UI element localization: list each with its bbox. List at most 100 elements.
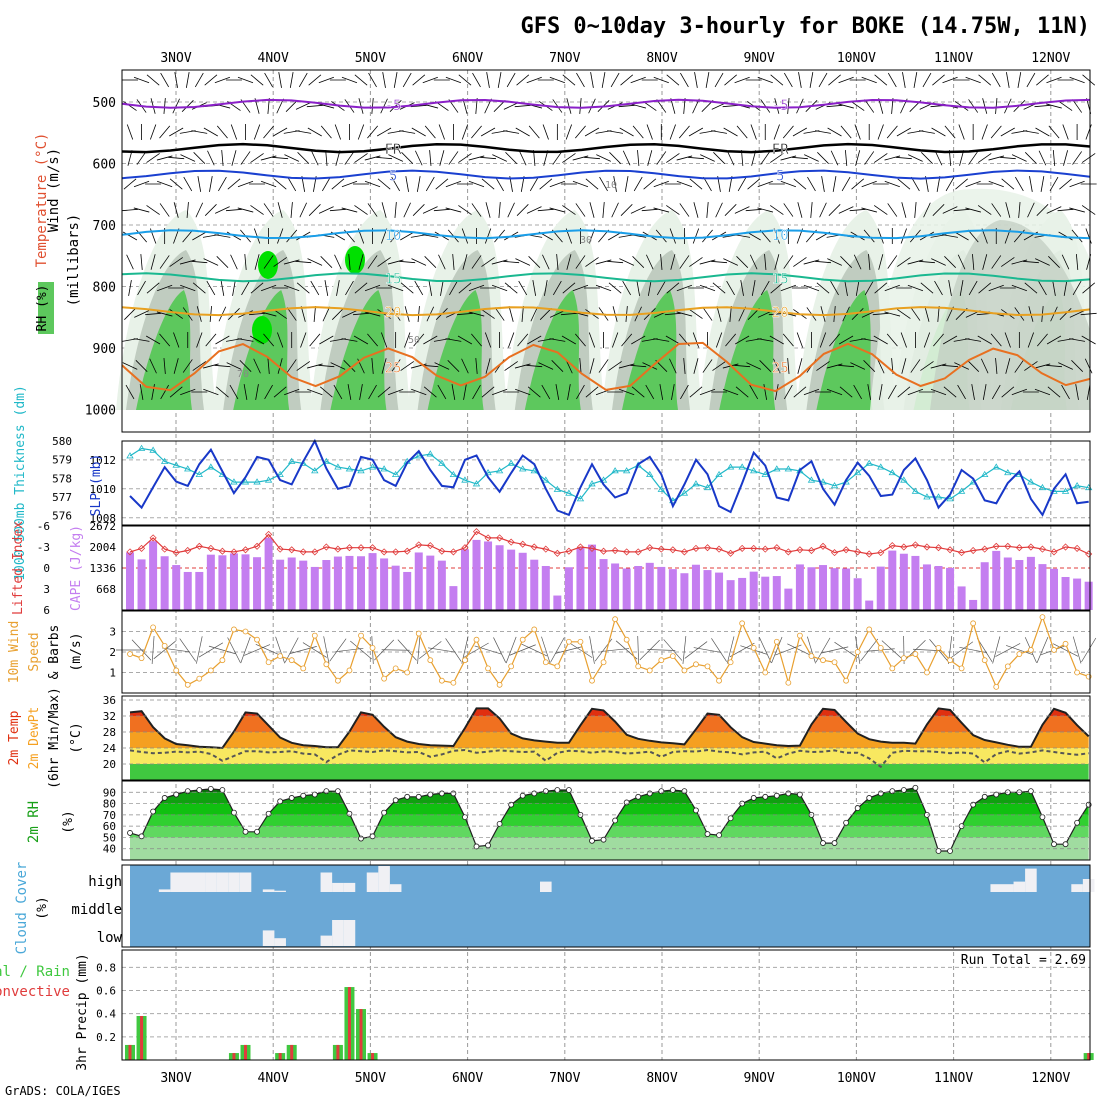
cape-bar [265, 538, 273, 610]
wind-barb [751, 124, 756, 139]
cape-bar [449, 586, 457, 610]
rh2m-point [428, 792, 433, 797]
cape-bar [1038, 564, 1046, 610]
wind-speed-point [717, 678, 722, 683]
wind-barb [284, 155, 299, 162]
wind-barb [888, 73, 896, 87]
wind-speed-point [266, 660, 271, 665]
panel-frame-precip [122, 950, 1090, 1060]
wind-barb [553, 151, 562, 164]
temperature-contour-label: 20 [385, 305, 402, 321]
wind-barb [272, 157, 288, 158]
pressure-tick-label: 500 [93, 96, 116, 111]
wind-barb [603, 202, 604, 218]
wind-barb [797, 332, 802, 347]
precip-convective-bar [140, 1016, 143, 1060]
cloud-high-bar [990, 884, 1002, 892]
wind-barb [679, 126, 689, 138]
wind-barb [279, 72, 282, 88]
rh2m-point [763, 794, 768, 799]
wind-barb [449, 151, 458, 164]
temp-tick-label: 28 [103, 726, 116, 739]
cape-bar [172, 565, 180, 610]
wind-barb [425, 126, 435, 138]
wind-barb [827, 105, 843, 106]
wind-barb [322, 177, 330, 191]
rh2m-point [682, 789, 687, 794]
wind-speed-point [451, 680, 456, 685]
li-tick-label: 6 [43, 604, 50, 617]
wind-speed-point [185, 682, 190, 687]
rh-axis-label: RH (%) [35, 285, 50, 332]
wind-barb [566, 124, 571, 139]
cloud-high-bar [390, 884, 402, 892]
wind-barb [345, 151, 354, 164]
rh-band [122, 792, 1090, 803]
temperature-contour-label: 25 [772, 360, 789, 376]
wind-barb [170, 179, 182, 189]
temp-band [122, 732, 1090, 748]
rh2m-point [636, 794, 641, 799]
wind-barb [1073, 151, 1082, 164]
wind-barb [706, 72, 709, 88]
surface-wind-barb [418, 636, 420, 664]
surface-wind-barb [180, 639, 196, 662]
cloud-high-bar [240, 873, 252, 893]
wind-barb [590, 202, 594, 217]
wind-barb [288, 177, 296, 191]
wind-barb [923, 73, 931, 87]
wind-speed-point [497, 682, 502, 687]
rh2m-point [243, 829, 248, 834]
wind-barb [205, 75, 217, 85]
surface-wind-barb [993, 636, 1000, 663]
wind-barb [647, 124, 652, 139]
wind-speed-point [555, 664, 560, 669]
wind-barb [191, 131, 207, 134]
rh2m-point [1063, 842, 1068, 847]
wind-barb [358, 124, 363, 139]
wind-barb [621, 204, 632, 215]
pressure-tick-label: 700 [93, 219, 116, 234]
cape-bar [1004, 558, 1012, 611]
wind-barb [738, 177, 746, 191]
wind-barb [784, 203, 793, 216]
wind-barb [716, 203, 723, 218]
wind-barb [399, 131, 415, 134]
wind-barb [503, 261, 519, 262]
surface-wind-barb [475, 646, 502, 654]
top-date-label: 9NOV [744, 51, 775, 66]
cloud-low-bar [344, 920, 356, 946]
rh2m-point [751, 795, 756, 800]
surface-wind-barb [730, 643, 754, 657]
rh2m-point [255, 829, 260, 834]
wind-barb [204, 128, 218, 136]
cape-bar [369, 553, 377, 610]
wind-barb [265, 73, 273, 87]
wind-barb [921, 152, 932, 163]
rh2m-point [844, 820, 849, 825]
wind-speed-point [174, 668, 179, 673]
thickness-tick-label: 577 [52, 491, 72, 504]
surface-wind-barb [1081, 638, 1095, 662]
wind-speed-point [890, 666, 895, 671]
wind-speed-point [855, 650, 860, 655]
cape-bar [611, 563, 619, 610]
cape-bar [900, 554, 908, 610]
wind-barb [355, 75, 367, 85]
rh-contour-label: 10 [605, 180, 617, 191]
temperature-contour-label: 10 [772, 228, 789, 244]
wind-barb [508, 332, 513, 347]
surface-wind-barb [152, 636, 154, 664]
rh2m-point [855, 806, 860, 811]
surface-wind-barb [510, 645, 536, 655]
wind-speed-point [844, 678, 849, 683]
wind-barb [666, 153, 679, 162]
wind-speed-point [832, 660, 837, 665]
li-tick-label: -6 [37, 520, 50, 533]
wind-barb [198, 176, 201, 192]
wind-barb [991, 126, 1001, 138]
cloud-low-bar [332, 920, 344, 946]
wind-speed-point [867, 627, 872, 632]
wind-barb [989, 156, 1004, 160]
